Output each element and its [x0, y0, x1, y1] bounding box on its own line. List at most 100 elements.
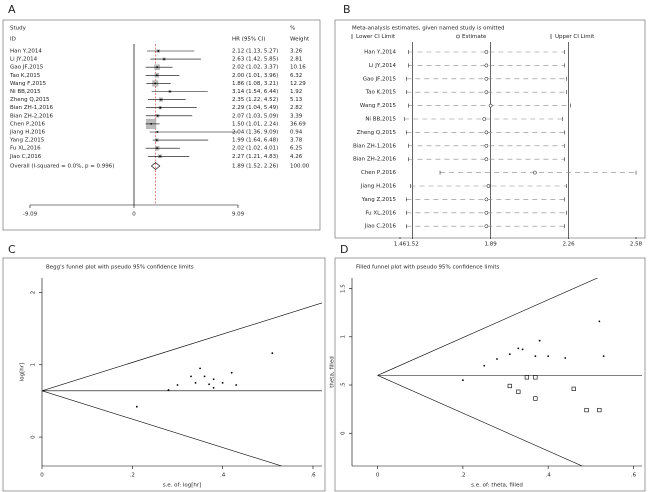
- point-estimate: [150, 123, 153, 125]
- panel-frame: [334, 257, 646, 492]
- point-estimate: [156, 131, 159, 133]
- estimate: [484, 224, 489, 229]
- study-label: Li JY,2014: [369, 63, 397, 69]
- study-label: Jiang H,2016: [360, 184, 397, 190]
- weight-label: 4.26: [290, 154, 303, 160]
- y-tick-label: 1: [31, 363, 37, 367]
- point-estimate: [159, 155, 161, 158]
- study-point: [598, 320, 601, 323]
- study-point: [483, 364, 486, 367]
- point-estimate: [157, 50, 160, 52]
- overall-weight-label: 100.00: [290, 164, 310, 170]
- x-tick-label: 1.46: [394, 242, 407, 248]
- study-label: Fu XL,2016: [10, 146, 41, 152]
- point-estimate: [155, 74, 158, 77]
- study-point: [271, 352, 274, 355]
- ci-label: 2.27 (1.21, 4.83): [232, 154, 278, 160]
- estimate: [484, 157, 489, 162]
- x-tick-label: .4: [220, 473, 226, 479]
- weight-label: 2.82: [290, 105, 302, 111]
- panel-frame: [334, 19, 646, 239]
- legend-label: Upper CI Limit: [555, 34, 595, 40]
- y-tick-label: 0: [31, 435, 37, 439]
- y-tick-label: 0: [341, 431, 347, 435]
- ci-label: 2.07 (1.03, 5.09): [232, 113, 278, 119]
- estimate: [484, 50, 489, 54]
- ci-label: 2.04 (1.36, 9.09): [232, 130, 278, 136]
- weight-label: 3.26: [290, 49, 303, 55]
- pseudo-ci-line: [377, 375, 583, 466]
- study-point: [194, 381, 197, 384]
- study-label: Chen P,2016: [10, 121, 46, 127]
- ci-label: 2.12 (1.13, 5.27): [232, 49, 278, 55]
- filled-study: [597, 407, 602, 413]
- ci-label: 1.99 (1.64, 6.48): [232, 138, 278, 144]
- legend-label: Lower CI Limit: [356, 34, 396, 40]
- x-tick-label: 2.58: [630, 242, 643, 248]
- study-label: Bian ZH-1,2016: [10, 105, 54, 111]
- point-estimate: [156, 114, 159, 117]
- estimate: [484, 76, 489, 81]
- study-label: Bian ZH-2,2016: [10, 113, 54, 119]
- panel-frame: [2, 19, 321, 231]
- filled-study: [516, 389, 521, 394]
- study-label: Han Y,2014: [10, 49, 42, 55]
- ci-label: 1.50 (1.01, 2.24): [232, 121, 278, 127]
- x-tick-label: .2: [130, 473, 135, 479]
- legend-symbol: [456, 34, 460, 39]
- filled-study: [584, 407, 589, 413]
- filled-study: [533, 375, 538, 380]
- study-point: [230, 371, 233, 374]
- pseudo-ci-line: [377, 278, 599, 376]
- study-point: [203, 375, 206, 378]
- estimate: [533, 170, 537, 175]
- panel-label: D: [340, 243, 348, 256]
- panel-label: A: [8, 3, 16, 16]
- study-label: Tao K,2015: [365, 90, 397, 96]
- y-axis-title: theta, filled: [330, 356, 336, 387]
- ci-label: 2.63 (1.42, 5.85): [232, 57, 278, 63]
- study-point: [461, 379, 464, 382]
- study-label: Ni BB,2015: [10, 89, 41, 95]
- x-tick-label: 1.89: [484, 242, 497, 248]
- study-label: Bian ZH-2,2016: [353, 157, 397, 163]
- point-estimate: [163, 58, 165, 60]
- estimate: [488, 103, 493, 108]
- chart-title: Begg's funnel plot with pseudo 95% confi…: [46, 265, 194, 271]
- study-point: [564, 357, 567, 359]
- y-tick-label: 2: [31, 291, 37, 295]
- estimate: [484, 143, 489, 148]
- y-tick-label: 1.5: [341, 284, 347, 293]
- study-point: [212, 378, 215, 381]
- plot-area: [42, 302, 322, 466]
- study-label: Ni BB,2015: [365, 117, 396, 123]
- study-label: Li JY,2014: [10, 57, 38, 63]
- estimate: [482, 117, 487, 121]
- panel-label: B: [343, 3, 351, 16]
- weight-label: 5.13: [290, 97, 303, 103]
- study-label: Wang F,2015: [360, 103, 397, 109]
- x-tick-label: 0: [40, 473, 44, 479]
- weight-label: 6.32: [290, 73, 302, 79]
- point-estimate: [156, 66, 159, 69]
- x-tick-label: .6: [631, 473, 637, 479]
- ci-label: 2.02 (1.02, 4.01): [232, 146, 278, 152]
- point-estimate: [169, 90, 171, 93]
- y-tick-label: .5: [341, 382, 347, 388]
- study-label: Han Y,2014: [364, 50, 396, 56]
- study-label: Jiao C,2016: [9, 154, 42, 160]
- point-estimate: [154, 82, 157, 85]
- weight-label: 36.69: [290, 121, 306, 127]
- study-point: [190, 375, 192, 378]
- point-estimate: [155, 139, 158, 142]
- x-tick-label: 2.26: [562, 242, 575, 248]
- y-axis-title: log[hr]: [20, 363, 26, 381]
- weight-label: 0.94: [290, 130, 303, 136]
- x-tick-label: .2: [460, 473, 465, 479]
- study-point: [496, 358, 498, 360]
- study-label: Zheng Q,2015: [357, 130, 397, 136]
- study-label: Wang F,2015: [10, 81, 47, 87]
- study-point: [521, 348, 524, 351]
- pseudo-ci-line: [42, 302, 322, 392]
- chart-title: Filled funnel plot with pseudo 95% confi…: [356, 265, 499, 271]
